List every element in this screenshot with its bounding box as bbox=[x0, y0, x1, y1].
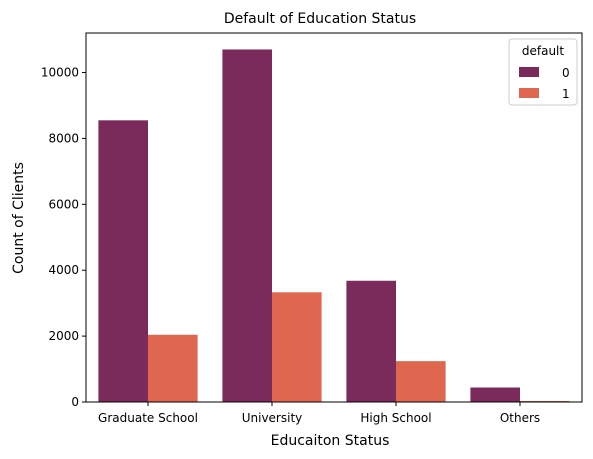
legend-label-1: 1 bbox=[562, 87, 570, 101]
bar-0-2 bbox=[346, 280, 396, 402]
y-tick-label-4: 8000 bbox=[48, 131, 79, 145]
y-tick-label-5: 10000 bbox=[41, 66, 79, 80]
axes-frame bbox=[85, 32, 583, 403]
chart-title: Default of Education Status bbox=[224, 11, 416, 27]
bar-1-2 bbox=[396, 361, 446, 402]
x-tick-label-3: Others bbox=[500, 411, 540, 425]
y-tick-label-0: 0 bbox=[71, 395, 79, 409]
bar-0-0 bbox=[98, 120, 148, 402]
x-axis-label: Educaiton Status bbox=[271, 433, 390, 449]
legend: default 0 1 bbox=[508, 38, 578, 106]
legend-swatch-1 bbox=[519, 88, 539, 98]
legend-label-0: 0 bbox=[562, 66, 570, 80]
y-tick-label-1: 2000 bbox=[48, 329, 79, 343]
plot-area: 0 2000 4000 6000 8000 10000 Graduate School Uni… bbox=[41, 32, 583, 425]
y-tick-label-2: 4000 bbox=[48, 263, 79, 277]
x-tick-label-0: Graduate School bbox=[98, 411, 198, 425]
bar-1-0 bbox=[148, 334, 198, 402]
x-tick-label-1: University bbox=[242, 411, 303, 425]
legend-title: default bbox=[522, 44, 565, 58]
y-tick-label-3: 6000 bbox=[48, 197, 79, 211]
bar-1-1 bbox=[272, 292, 322, 402]
x-tick-label-2: High School bbox=[360, 411, 431, 425]
y-axis-label: Count of Clients bbox=[11, 162, 27, 274]
legend-swatch-0 bbox=[519, 67, 539, 77]
bar-0-1 bbox=[222, 49, 272, 403]
bar-0-3 bbox=[470, 387, 520, 402]
